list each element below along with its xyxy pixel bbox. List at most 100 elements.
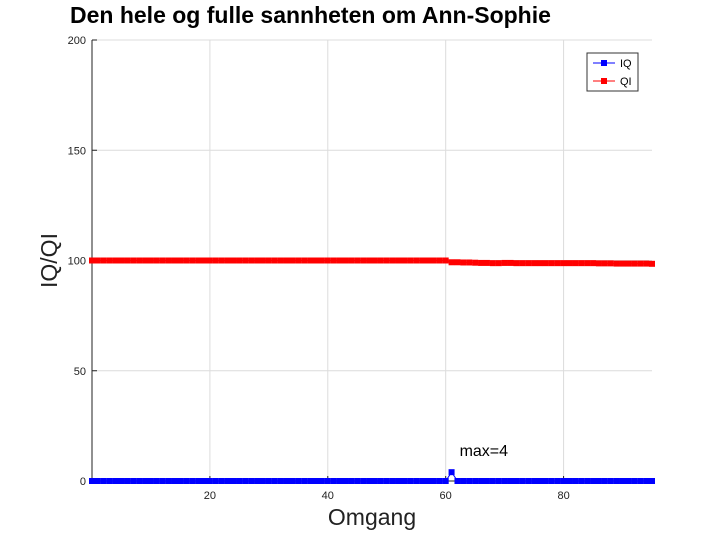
data-point-qi: [519, 260, 526, 267]
data-point-qi: [389, 257, 396, 264]
legend-marker-qi: [601, 78, 607, 84]
data-point-qi: [183, 257, 190, 264]
data-point-qi: [566, 260, 573, 267]
data-point-qi: [307, 257, 314, 264]
data-point-qi: [118, 257, 125, 264]
data-point-iq: [472, 478, 479, 484]
x-axis-label: Omgang: [328, 504, 416, 530]
data-point-qi: [489, 260, 496, 267]
data-point-iq: [601, 478, 608, 484]
y-tick-label: 150: [68, 145, 86, 157]
data-point-qi: [360, 257, 367, 264]
legend[interactable]: IQ QI: [586, 52, 639, 92]
y-tick-label: 200: [68, 35, 86, 47]
data-point-qi: [142, 257, 149, 264]
data-point-iq: [206, 478, 213, 484]
data-point-iq: [94, 478, 101, 484]
data-point-qi: [501, 259, 508, 266]
legend-label-iq: IQ: [620, 58, 632, 70]
data-point-qi: [295, 257, 302, 264]
data-point-iq: [548, 478, 555, 484]
data-point-qi: [265, 257, 272, 264]
data-point-iq: [542, 478, 549, 484]
data-point-qi: [430, 257, 437, 264]
data-point-qi: [124, 257, 131, 264]
data-point-iq: [265, 478, 272, 484]
data-point-iq: [425, 478, 431, 484]
data-point-iq: [560, 478, 567, 484]
data-point-qi: [366, 257, 373, 264]
data-point-qi: [230, 257, 237, 264]
data-point-qi: [460, 259, 467, 266]
data-point-qi: [177, 257, 184, 264]
data-point-qi: [371, 257, 378, 264]
data-point-qi: [584, 260, 591, 267]
data-point-qi: [106, 257, 113, 264]
data-point-qi: [383, 257, 390, 264]
data-point-iq: [366, 478, 373, 484]
data-point-iq: [360, 478, 367, 484]
data-point-iq: [259, 478, 266, 484]
data-point-iq: [218, 478, 225, 484]
data-point-qi: [436, 257, 443, 264]
data-point-iq: [395, 478, 402, 484]
data-point-iq: [136, 478, 143, 484]
data-point-qi: [401, 257, 408, 264]
data-point-qi: [478, 259, 485, 266]
data-point-qi: [224, 257, 231, 264]
data-point-qi: [242, 257, 249, 264]
data-point-iq: [625, 478, 632, 484]
y-ticks: 0 50 100 150 200: [68, 35, 97, 488]
data-point-qi: [590, 260, 597, 267]
legend-item-qi[interactable]: QI: [593, 76, 632, 88]
data-point-iq: [460, 478, 467, 484]
y-tick-label: 100: [68, 256, 86, 268]
data-point-iq: [613, 478, 620, 484]
data-point-iq: [336, 478, 343, 484]
x-tick-label: 40: [322, 490, 334, 502]
data-point-iq: [478, 478, 485, 484]
data-point-qi: [625, 260, 632, 267]
data-point-qi: [94, 257, 101, 264]
data-point-qi: [419, 257, 426, 264]
data-point-iq: [318, 478, 325, 484]
data-point-iq: [531, 478, 538, 484]
data-point-iq: [619, 478, 626, 484]
data-point-iq: [142, 478, 149, 484]
data-point-iq: [330, 478, 337, 484]
data-point-qi: [495, 260, 502, 267]
data-point-iq: [513, 478, 520, 484]
data-point-qi: [212, 257, 219, 264]
data-point-qi: [507, 259, 514, 266]
data-point-iq: [590, 478, 597, 484]
data-point-qi: [619, 260, 626, 267]
data-point-qi: [171, 257, 178, 264]
data-point-qi: [537, 260, 543, 267]
data-point-qi: [643, 260, 650, 267]
data-point-qi: [201, 257, 207, 264]
x-tick-label: 60: [440, 490, 452, 502]
data-point-iq: [348, 478, 355, 484]
data-point-qi: [542, 260, 549, 267]
data-point-iq: [283, 478, 290, 484]
data-point-iq: [195, 478, 202, 484]
legend-item-iq[interactable]: IQ: [593, 58, 632, 70]
data-point-iq: [106, 478, 113, 484]
data-point-iq: [578, 478, 585, 484]
data-point-iq: [177, 478, 184, 484]
data-point-iq: [130, 478, 137, 484]
data-point-iq: [165, 478, 172, 484]
data-point-iq: [595, 478, 602, 484]
data-point-iq: [389, 478, 396, 484]
data-point-qi: [89, 257, 95, 264]
x-tick-label: 80: [557, 490, 569, 502]
data-point-qi: [631, 260, 638, 267]
data-point-iq: [277, 478, 284, 484]
data-point-qi: [336, 257, 343, 264]
data-point-iq: [537, 478, 543, 484]
data-point-iq: [324, 478, 331, 484]
data-point-iq: [572, 478, 579, 484]
data-point-qi: [153, 257, 160, 264]
legend-marker-iq: [601, 60, 607, 66]
data-point-iq: [448, 469, 455, 476]
